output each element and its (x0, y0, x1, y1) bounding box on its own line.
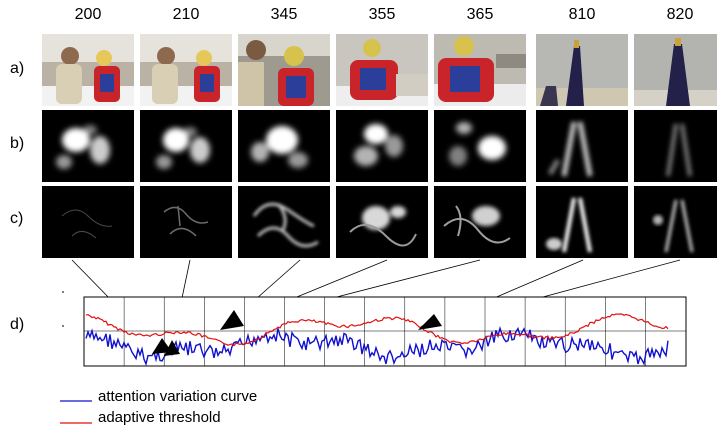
video-frame-810 (536, 34, 628, 106)
row-label-a: a) (10, 60, 25, 77)
connector-line (235, 259, 388, 323)
adaptive-threshold-curve (85, 313, 669, 347)
variation-map-365 (434, 186, 526, 258)
saliency-map-345 (238, 110, 330, 182)
connector-line (71, 259, 161, 351)
legend-label-attention: attention variation curve (98, 388, 258, 405)
plot-frame (83, 296, 687, 367)
arrow-marker (418, 314, 442, 330)
connector-line (239, 259, 481, 323)
video-frame-200 (42, 34, 134, 106)
saliency-map-820 (634, 110, 717, 182)
connector-line (169, 259, 191, 356)
frame-label: 820 (666, 6, 694, 23)
connector-line (423, 259, 584, 329)
frame-label: 210 (172, 6, 200, 23)
video-frame-210 (140, 34, 232, 106)
saliency-map-200 (42, 110, 134, 182)
row-label-d: d) (10, 316, 25, 333)
video-frame-820 (634, 34, 717, 106)
saliency-map-810 (536, 110, 628, 182)
variation-map-810 (536, 186, 628, 258)
row-label-b: b) (10, 135, 25, 152)
variation-map-200 (42, 186, 134, 258)
video-frame-345 (238, 34, 330, 106)
saliency-map-210 (140, 110, 232, 182)
variation-map-355 (336, 186, 428, 258)
variation-map-820 (634, 186, 717, 258)
arrow-marker (152, 338, 172, 354)
frame-label: 345 (270, 6, 298, 23)
frame-label: 810 (568, 6, 596, 23)
saliency-map-355 (336, 110, 428, 182)
frame-label: 200 (74, 6, 102, 23)
video-frame-355 (336, 34, 428, 106)
arrow-marker (164, 340, 180, 356)
connector-line (427, 259, 681, 329)
variation-map-345 (238, 186, 330, 258)
frame-label: 355 (368, 6, 396, 23)
legend-label-threshold: adaptive threshold (98, 409, 221, 426)
variation-map-210 (140, 186, 232, 258)
video-frame-365 (434, 34, 526, 106)
saliency-map-365 (434, 110, 526, 182)
attention-variation-curve (85, 325, 669, 367)
row-label-c: c) (10, 210, 24, 227)
arrow-marker (220, 310, 244, 330)
connector-line (229, 259, 301, 323)
frame-label: 365 (466, 6, 494, 23)
